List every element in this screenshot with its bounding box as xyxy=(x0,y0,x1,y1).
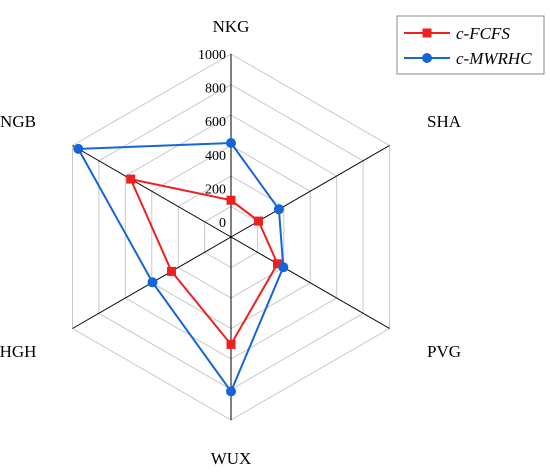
radial-tick-labels: 0 200 400 600 800 1000 xyxy=(198,48,226,231)
legend: c-FCFS c-MWRHC xyxy=(396,15,545,75)
spoke-pvg xyxy=(230,236,390,329)
point-c-mwrhc-pvg xyxy=(278,262,289,273)
legend-label-c-mwrhc: c-MWRHC xyxy=(456,49,532,68)
tick-label: 200 xyxy=(205,182,226,197)
spoke-ngb xyxy=(72,145,232,238)
point-c-fcfs-wux xyxy=(226,339,236,349)
point-c-mwrhc-ngb xyxy=(73,143,84,154)
legend-entry-c-fcfs: c-FCFS xyxy=(404,24,510,43)
point-c-mwrhc-sha xyxy=(273,204,284,215)
series-line-c-fcfs xyxy=(128,177,279,347)
tick-label: 0 xyxy=(219,216,226,231)
axis-label-wux: WUX xyxy=(211,449,252,468)
point-c-mwrhc-hgh xyxy=(147,277,158,288)
point-c-fcfs-pvg xyxy=(273,259,282,269)
tick-label: 800 xyxy=(205,82,226,97)
legend-marker-c-fcfs xyxy=(422,28,432,38)
tick-label: 400 xyxy=(205,149,226,164)
point-c-fcfs-ngb xyxy=(126,174,136,184)
legend-frame xyxy=(396,15,545,75)
series-line-c-mwrhc xyxy=(76,141,285,394)
legend-entry-c-mwrhc: c-MWRHC xyxy=(404,49,532,68)
axis-label-ngb: NGB xyxy=(0,112,36,131)
legend-marker-c-mwrhc xyxy=(422,53,432,63)
axis-label-hgh: HGH xyxy=(0,342,36,361)
tick-label: 600 xyxy=(205,115,226,130)
axis-label-pvg: PVG xyxy=(427,342,461,361)
tick-label: 1000 xyxy=(198,48,226,63)
axis-label-nkg: NKG xyxy=(213,17,250,36)
legend-label-c-fcfs: c-FCFS xyxy=(456,24,510,43)
radar-spokes xyxy=(72,54,390,420)
axis-labels: NKG SHA PVG WUX HGH NGB xyxy=(0,17,462,468)
point-c-fcfs-sha xyxy=(254,216,263,226)
series-c-fcfs xyxy=(126,174,282,349)
axis-label-sha: SHA xyxy=(427,112,462,131)
point-c-fcfs-hgh xyxy=(167,266,176,276)
point-c-fcfs-nkg xyxy=(226,195,236,205)
series-c-mwrhc xyxy=(73,138,289,397)
point-c-mwrhc-wux xyxy=(226,386,236,397)
data-series xyxy=(73,138,289,397)
point-c-mwrhc-nkg xyxy=(226,138,236,148)
